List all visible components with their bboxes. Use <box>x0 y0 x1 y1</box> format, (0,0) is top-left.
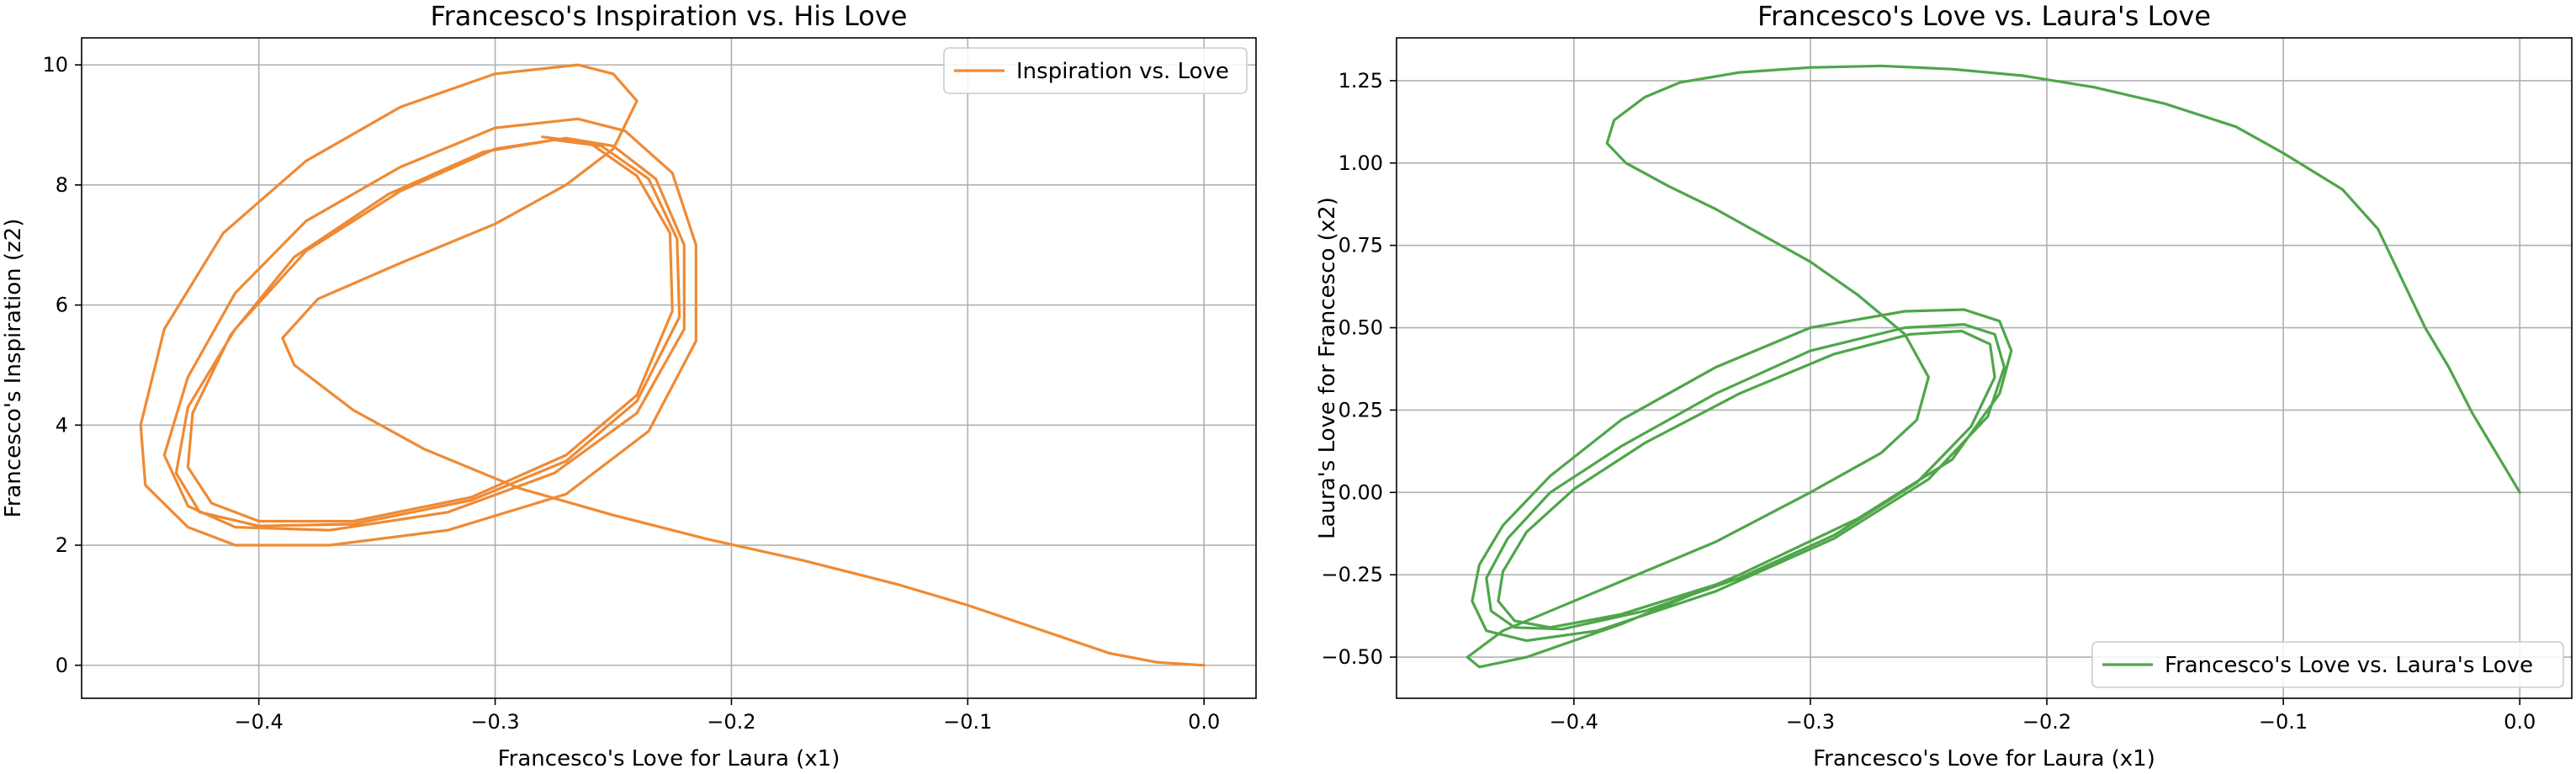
x-tick-label: −0.3 <box>470 710 519 734</box>
y-tick-label: 0.75 <box>1338 234 1383 257</box>
x-tick-label: −0.4 <box>235 710 284 734</box>
y-tick-label: −0.25 <box>1321 563 1383 586</box>
x-tick-label: 0.0 <box>2504 710 2536 734</box>
y-tick-label: 1.00 <box>1338 151 1383 175</box>
y-axis-label: Laura's Love for Francesco (x2) <box>1315 197 1340 539</box>
y-tick-label: 8 <box>56 173 68 197</box>
y-tick-label: 0.25 <box>1338 398 1383 421</box>
y-tick-label: 1.25 <box>1338 69 1383 93</box>
x-tick-label: −0.2 <box>707 710 755 734</box>
y-tick-label: −0.50 <box>1321 645 1383 669</box>
legend-box <box>2091 641 2564 688</box>
y-axis-label: Francesco's Inspiration (z2) <box>1 219 26 518</box>
plot-frame <box>81 37 1257 699</box>
y-tick-label: 10 <box>42 53 68 77</box>
chart-title: Francesco's Love vs. Laura's Love <box>1757 0 2211 32</box>
series-line <box>1466 64 2521 669</box>
x-tick-label: −0.2 <box>2022 710 2071 734</box>
x-tick-label: −0.1 <box>2259 710 2308 734</box>
right-chart: −0.4 −0.3 −0.2 −0.1 0.0 −0.50 −0.25 0.00 0.25 0.5… <box>1315 0 2573 771</box>
y-tick-label: 2 <box>56 533 68 557</box>
y-tick-label: 0.00 <box>1338 480 1383 504</box>
legend: Francesco's Love vs. Laura's Love <box>2091 641 2564 688</box>
legend-box <box>943 47 1248 94</box>
x-tick-label: −0.4 <box>1550 710 1598 734</box>
legend: Inspiration vs. Love <box>943 47 1248 94</box>
series-line <box>139 63 1206 667</box>
x-tick-label: −0.1 <box>943 710 992 734</box>
x-tick-label: 0.0 <box>1188 710 1220 734</box>
x-axis-label: Francesco's Love for Laura (x1) <box>1813 746 2155 771</box>
chart-title: Francesco's Inspiration vs. His Love <box>431 0 908 32</box>
y-tick-label: 4 <box>56 413 68 437</box>
y-tick-label: 0 <box>56 654 68 677</box>
x-tick-label: −0.3 <box>1786 710 1835 734</box>
y-tick-label: 0.50 <box>1338 316 1383 340</box>
left-chart: −0.4 −0.3 −0.2 −0.1 0.0 0 2 4 6 8 10 Francesco's In… <box>1 0 1257 771</box>
plot-frame <box>1396 37 2573 699</box>
legend-label: Francesco's Love vs. Laura's Love <box>2165 653 2533 678</box>
x-axis-label: Francesco's Love for Laura (x1) <box>498 746 840 771</box>
legend-label: Inspiration vs. Love <box>1016 59 1229 84</box>
y-tick-label: 6 <box>56 294 68 317</box>
